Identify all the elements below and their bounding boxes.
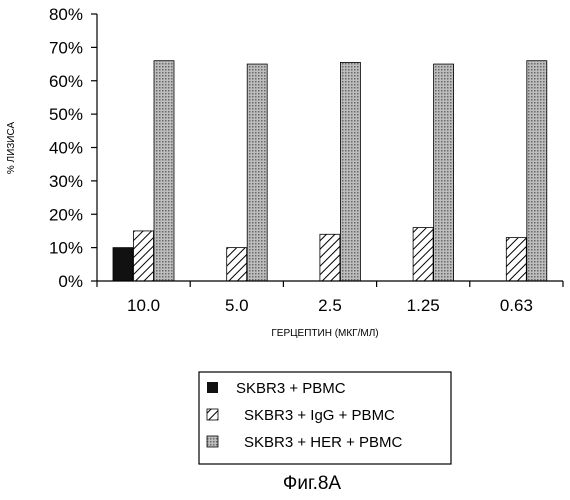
x-axis-label: ГЕРЦЕПТИН (МКГ/МЛ) xyxy=(271,328,378,339)
figure-caption: Фиг.8А xyxy=(283,473,342,494)
legend-swatch-2 xyxy=(207,409,218,420)
x-tick-label: 1.25 xyxy=(407,296,440,315)
bar-series-2 xyxy=(134,231,154,281)
y-tick-label: 0% xyxy=(58,272,83,291)
x-tick-label: 10.0 xyxy=(127,296,160,315)
y-tick-label: 80% xyxy=(49,5,83,24)
legend: SKBR3 + PBMC SKBR3 + IgG + PBMC SKBR3 + … xyxy=(199,372,451,464)
bar-series-2 xyxy=(413,228,433,281)
y-tick-label: 30% xyxy=(49,172,83,191)
y-tick-label: 50% xyxy=(49,105,83,124)
bar-series-3 xyxy=(434,64,454,281)
legend-swatch-3 xyxy=(207,436,218,447)
bar-series-1 xyxy=(113,248,133,281)
y-tick-label: 10% xyxy=(49,239,83,258)
y-tick-label: 60% xyxy=(49,72,83,91)
legend-label-3: SKBR3 + HER + PBMC xyxy=(244,434,403,451)
y-axis-label: % ЛИЗИСА xyxy=(6,122,17,175)
bar-series-3 xyxy=(154,61,174,281)
bar-series-3 xyxy=(340,62,360,281)
bar-series-2 xyxy=(227,248,247,281)
x-tick-label: 0.63 xyxy=(500,296,533,315)
bars xyxy=(113,61,547,281)
y-tick-label: 40% xyxy=(49,139,83,158)
bar-series-3 xyxy=(527,61,547,281)
legend-swatch-1 xyxy=(207,382,218,393)
y-tick-label: 70% xyxy=(49,38,83,57)
y-tick-label: 20% xyxy=(49,205,83,224)
x-tick-label: 2.5 xyxy=(318,296,342,315)
legend-label-1: SKBR3 + PBMC xyxy=(236,380,346,397)
x-axis-ticks: 10.0 5.0 2.5 1.25 0.63 xyxy=(97,281,563,315)
x-tick-label: 5.0 xyxy=(225,296,249,315)
bar-series-2 xyxy=(320,234,340,281)
legend-label-2: SKBR3 + IgG + PBMC xyxy=(244,407,395,424)
bar-series-2 xyxy=(506,238,526,281)
bar-series-3 xyxy=(247,64,267,281)
y-axis-ticks: 0% 10% 20% 30% 40% 50% 60% 70% 80% xyxy=(49,5,97,291)
